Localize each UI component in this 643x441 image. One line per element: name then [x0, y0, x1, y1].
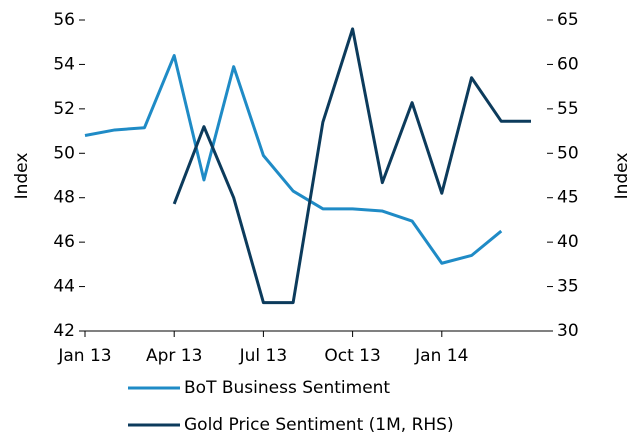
x-tick-label: Jan 14	[414, 346, 468, 366]
y2-tick-label: 50	[557, 143, 579, 163]
y-tick-label: 56	[53, 10, 75, 30]
x-tick-label: Jul 13	[239, 346, 288, 366]
y-tick-label: 48	[53, 188, 75, 208]
y-tick-label: 46	[53, 232, 75, 252]
series-line	[84, 54, 503, 265]
y-tick-label: 54	[53, 54, 75, 74]
legend-label: BoT Business Sentiment	[184, 378, 390, 398]
y-tick-label: 44	[53, 277, 75, 297]
y2-tick-label: 60	[557, 54, 579, 74]
y2-tick-label: 65	[557, 10, 579, 30]
y-tick-label: 50	[53, 143, 75, 163]
y2-tick-label: 55	[557, 99, 579, 119]
x-tick-label: Jan 13	[57, 346, 111, 366]
y-axis-label: Index	[12, 153, 32, 200]
y2-tick-label: 30	[557, 321, 579, 341]
y-tick-label: 52	[53, 99, 75, 119]
y2-tick-label: 45	[557, 188, 579, 208]
x-tick-label: Oct 13	[324, 346, 380, 366]
y2-tick-label: 35	[557, 277, 579, 297]
y2-tick-label: 40	[557, 232, 579, 252]
legend-label: Gold Price Sentiment (1M, RHS)	[184, 415, 454, 435]
series-line	[172, 27, 531, 305]
x-tick-label: Apr 13	[146, 346, 202, 366]
y2-axis-label: Index	[612, 153, 632, 200]
y-tick-label: 42	[53, 321, 75, 341]
